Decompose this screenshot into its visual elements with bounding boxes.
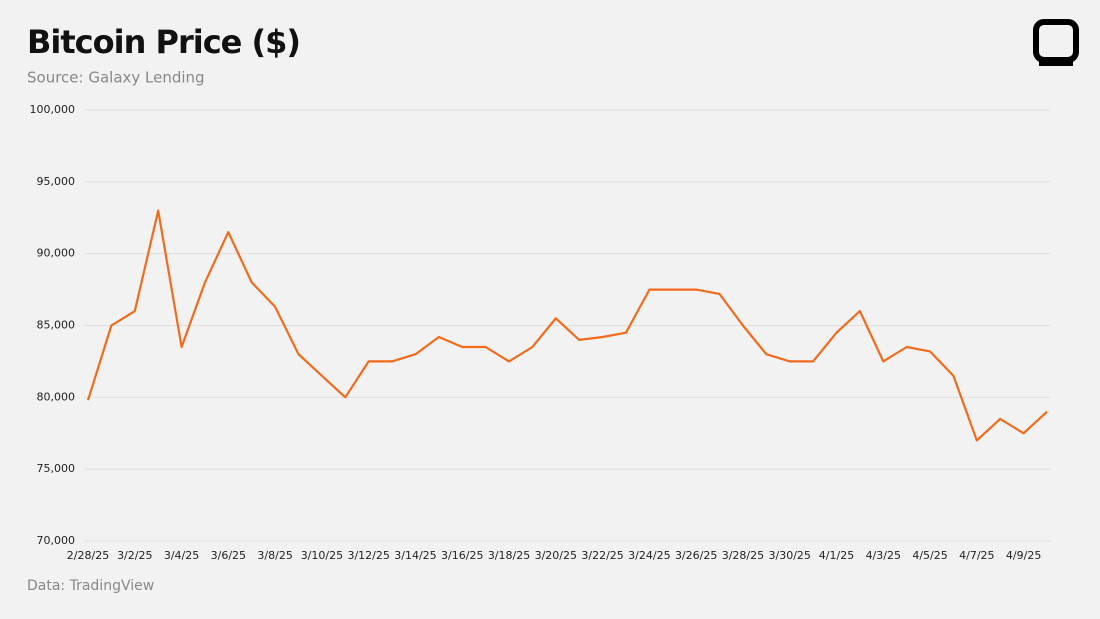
y-tick-label: 70,000 [37,534,76,547]
x-tick-label: 3/14/25 [394,549,436,562]
y-tick-label: 90,000 [37,247,76,260]
x-tick-label: 3/26/25 [675,549,717,562]
x-tick-label: 3/10/25 [301,549,343,562]
chart-subtitle: Source: Galaxy Lending [27,69,205,87]
x-tick-label: 3/4/25 [164,549,199,562]
x-tick-label: 4/3/25 [866,549,901,562]
x-tick-label: 2/28/25 [67,549,109,562]
x-tick-label: 3/20/25 [535,549,577,562]
x-tick-label: 4/5/25 [912,549,947,562]
x-tick-label: 3/16/25 [441,549,483,562]
x-tick-label: 3/12/25 [347,549,389,562]
y-tick-label: 85,000 [37,319,76,332]
x-tick-label: 3/8/25 [257,549,292,562]
x-tick-label: 4/9/25 [1006,549,1041,562]
x-tick-label: 3/28/25 [722,549,764,562]
x-tick-label: 3/30/25 [769,549,811,562]
x-tick-label: 4/1/25 [819,549,854,562]
price-line [86,209,1048,442]
x-tick-label: 3/22/25 [581,549,623,562]
chart-title: Bitcoin Price ($) [27,23,300,61]
logo [1033,19,1079,66]
y-tick-label: 100,000 [30,103,76,116]
y-tick-label: 75,000 [37,462,76,475]
footnote: Data: TradingView [27,578,154,594]
y-tick-label: 80,000 [37,390,76,403]
y-tick-label: 95,000 [37,175,76,188]
x-tick-label: 4/7/25 [959,549,994,562]
x-tick-label: 3/24/25 [628,549,670,562]
x-tick-label: 3/6/25 [211,549,246,562]
x-tick-label: 3/2/25 [117,549,152,562]
x-tick-label: 3/18/25 [488,549,530,562]
